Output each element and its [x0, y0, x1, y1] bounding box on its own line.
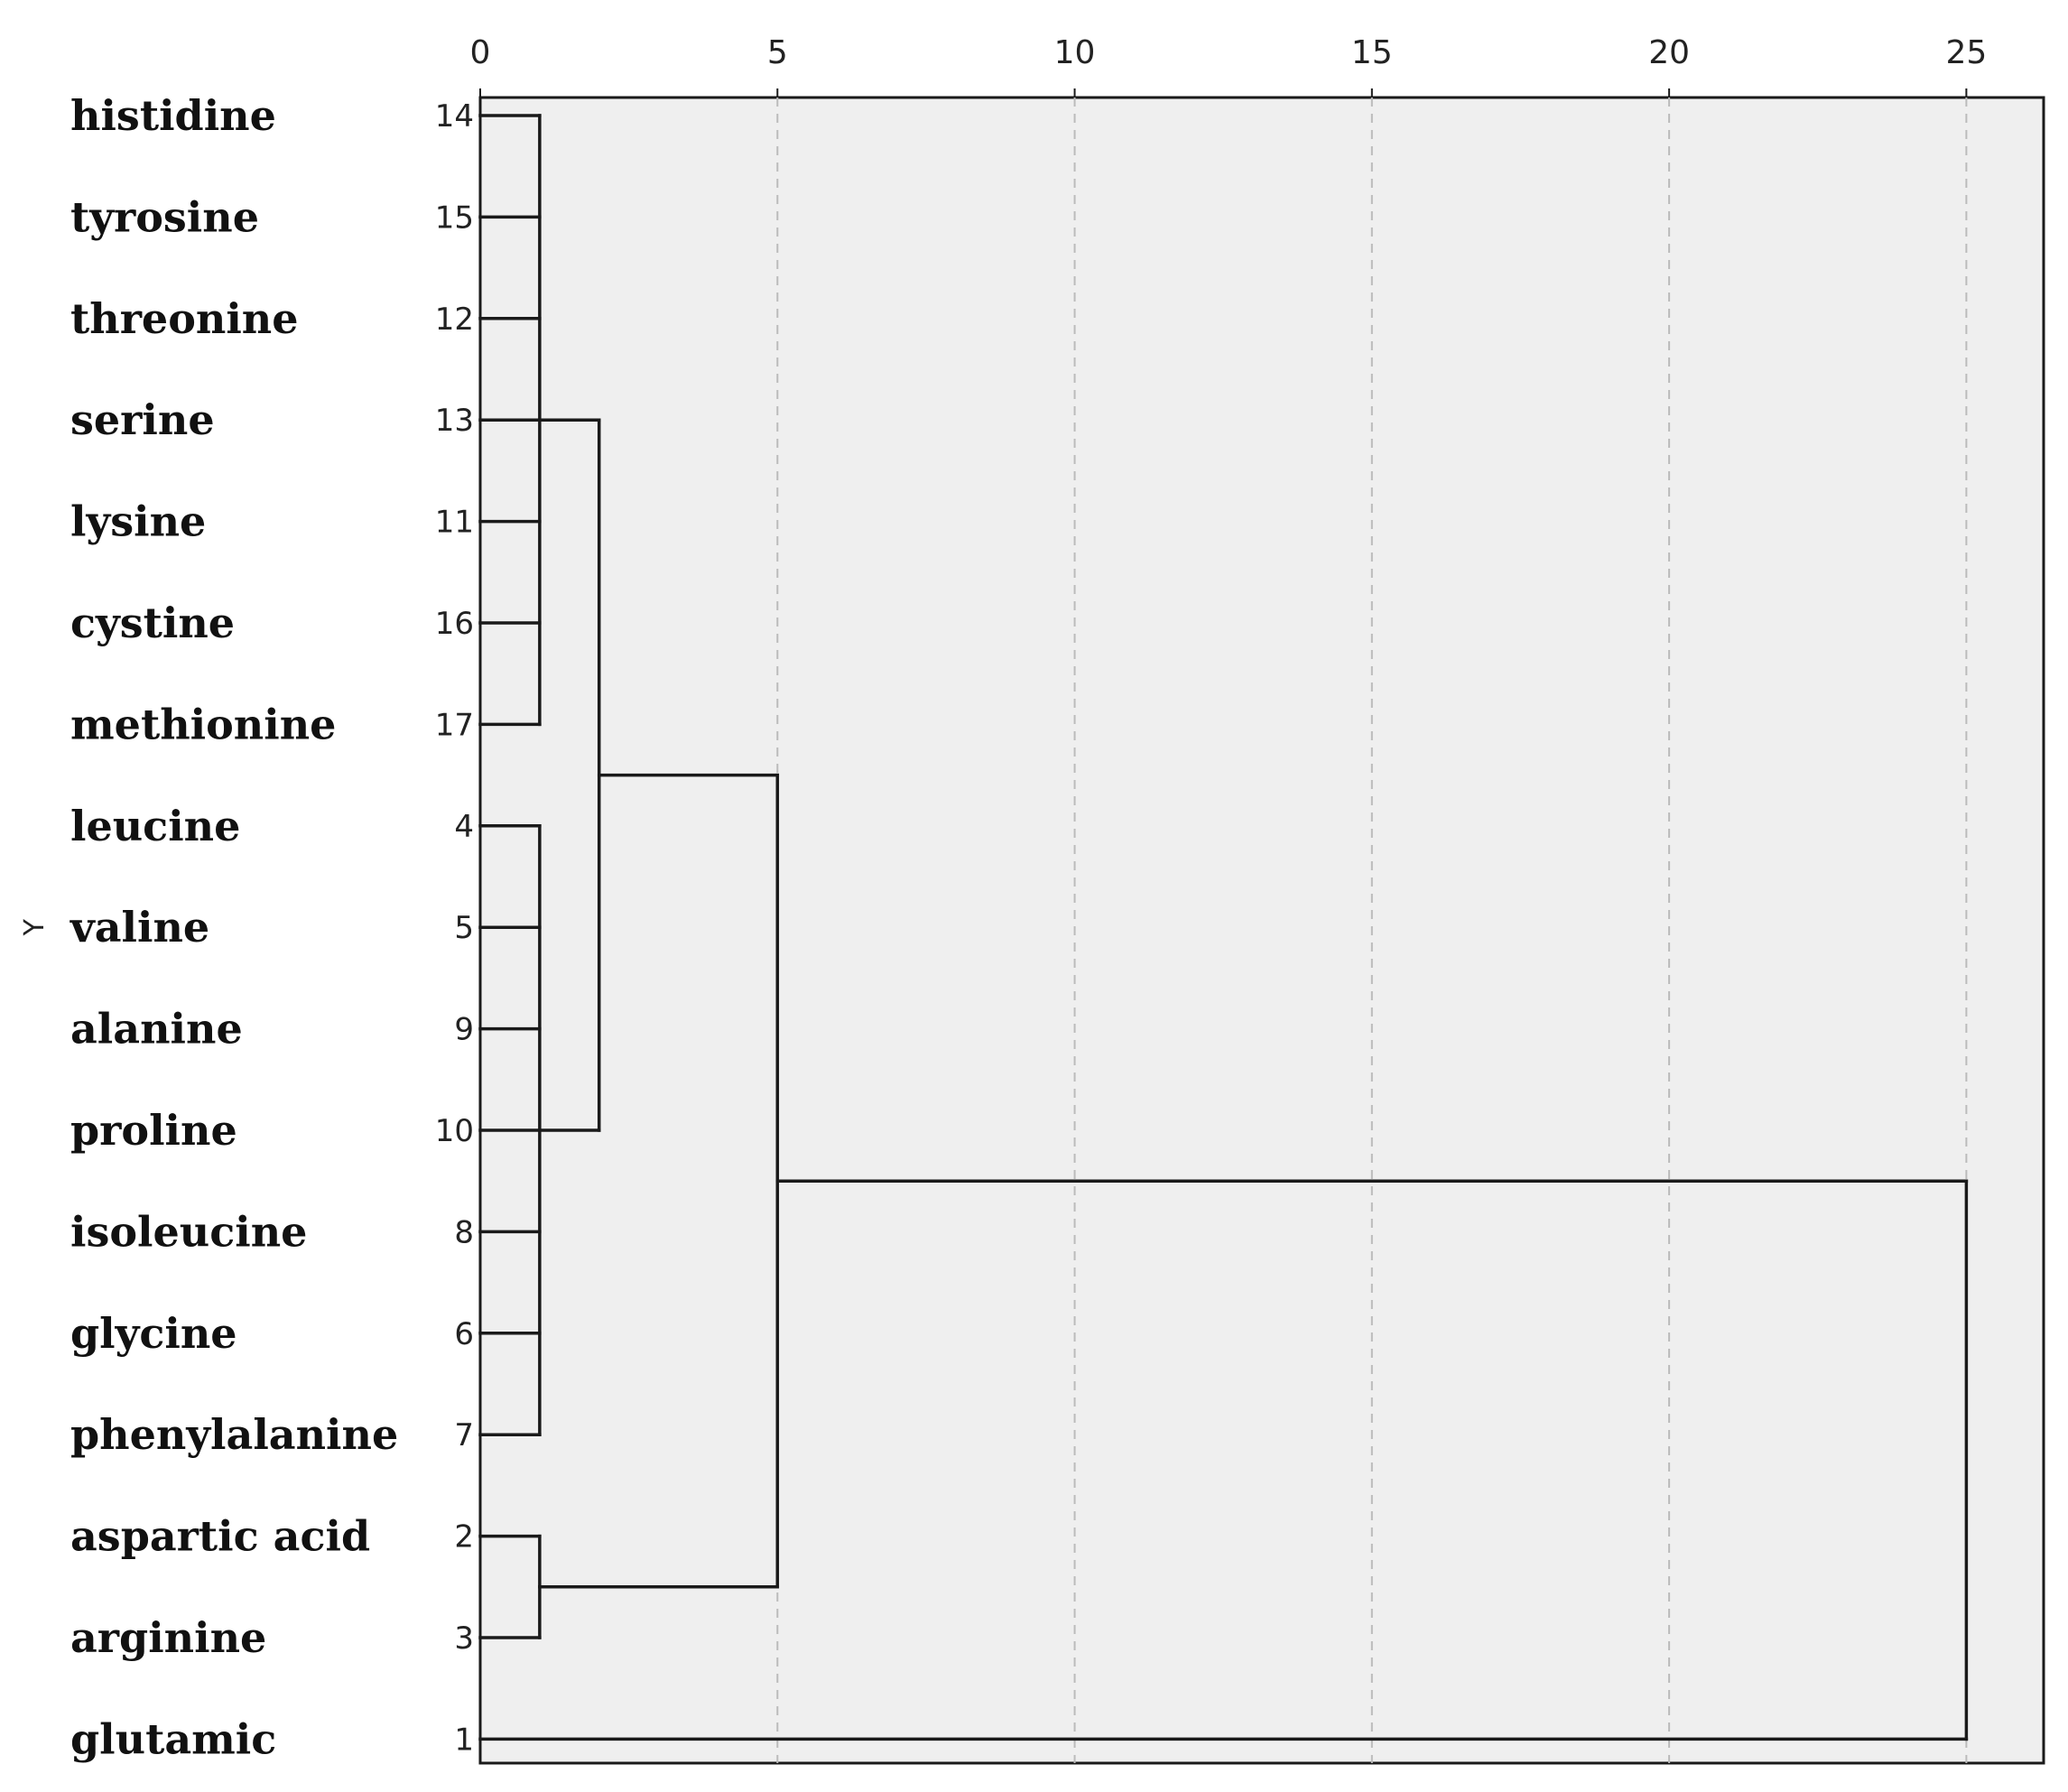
case-label: lysine [70, 497, 206, 546]
case-number: 4 [454, 809, 474, 845]
dendrogram-links [478, 114, 1969, 1741]
case-label: phenylalanine [70, 1410, 398, 1459]
case-label: arginine [70, 1613, 266, 1662]
case-label: threonine [70, 294, 299, 343]
case-number: 9 [454, 1012, 474, 1048]
plot-area [478, 96, 2045, 1765]
case-label: glycine [70, 1309, 237, 1358]
case-number: 1 [454, 1722, 474, 1758]
case-number: 15 [435, 200, 474, 236]
case-label: proline [70, 1106, 237, 1155]
case-number: 14 [435, 98, 474, 135]
x-tick-label: 10 [1054, 34, 1096, 71]
case-label: glutamic [70, 1714, 276, 1763]
case-number: 13 [435, 403, 474, 439]
x-tick-label: 20 [1648, 34, 1690, 71]
case-number: 3 [454, 1620, 474, 1657]
x-tick-label: 5 [767, 34, 788, 71]
case-number: 5 [454, 910, 474, 946]
case-label: methionine [70, 700, 336, 748]
case-number: 12 [435, 302, 474, 338]
y-axis-label: Y [19, 918, 51, 936]
case-label: isoleucine [70, 1207, 307, 1256]
x-tick-label: 0 [470, 34, 491, 71]
x-tick-label: 25 [1945, 34, 1987, 71]
case-label: tyrosine [70, 192, 259, 241]
case-labels: histidine tyrosine threonine serine lysine cy… [70, 91, 398, 1763]
case-number: 7 [454, 1417, 474, 1453]
case-number: 8 [454, 1214, 474, 1250]
case-number: 2 [454, 1519, 474, 1555]
case-label: leucine [70, 802, 240, 850]
case-label: valine [70, 903, 209, 952]
case-number: 16 [435, 606, 474, 642]
case-label: alanine [70, 1005, 243, 1054]
case-number: 17 [435, 707, 474, 743]
x-tick-label: 15 [1351, 34, 1393, 71]
case-label: serine [70, 395, 215, 444]
case-number: 6 [454, 1316, 474, 1352]
case-number: 10 [435, 1113, 474, 1149]
x-axis-ticks: 0 5 10 15 20 25 [470, 34, 1987, 97]
case-label: cystine [70, 599, 235, 647]
case-numbers: 14 15 12 13 11 16 17 4 5 9 10 8 6 7 2 3 1 [435, 98, 474, 1758]
case-number: 11 [435, 505, 474, 541]
case-label: aspartic acid [70, 1512, 370, 1561]
case-label: histidine [70, 91, 276, 140]
